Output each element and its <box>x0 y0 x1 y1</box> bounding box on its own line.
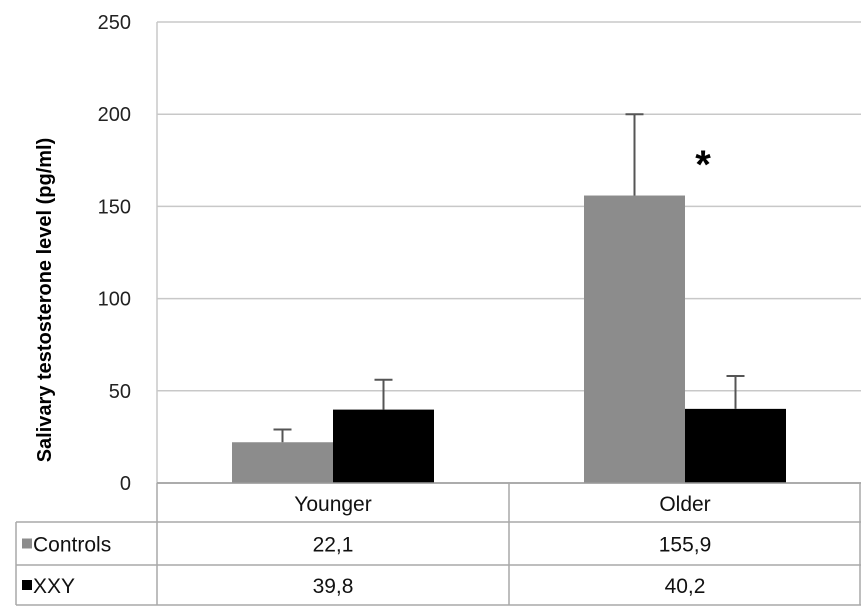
error-bars <box>273 113 745 443</box>
significance-annotation: * <box>695 143 711 187</box>
bar-xxy-older <box>685 408 786 483</box>
legend-label: XXY <box>33 575 75 598</box>
data-label: 40,2 <box>665 575 706 598</box>
data-label: 39,8 <box>313 575 354 598</box>
category-label: Older <box>659 493 710 516</box>
y-axis-label: Salivary testosterone level (pg/ml) <box>34 138 56 463</box>
data-label: 155,9 <box>659 534 712 557</box>
bars <box>157 195 861 484</box>
data-label: 22,1 <box>313 534 354 557</box>
category-label: Younger <box>294 493 371 516</box>
y-tick-label: 0 <box>120 473 131 495</box>
y-tick-label: 250 <box>98 12 131 34</box>
legend-key-controls <box>22 538 32 549</box>
y-tick-labels: 0 50 100 150 200 250 <box>98 12 131 495</box>
data-table: Younger Older Controls 22,1 155,9 XXY 39,8 40,2 <box>15 483 861 606</box>
bar-controls-younger <box>232 442 333 483</box>
y-tick-label: 200 <box>98 104 131 126</box>
gridlines <box>156 21 861 484</box>
legend-key-xxy <box>22 580 32 590</box>
y-tick-label: 50 <box>109 381 131 403</box>
bar-xxy-younger <box>333 409 434 483</box>
y-tick-label: 100 <box>98 289 131 311</box>
legend-label: Controls <box>33 534 111 557</box>
bar-controls-older <box>584 195 685 484</box>
y-tick-label: 150 <box>98 196 131 218</box>
